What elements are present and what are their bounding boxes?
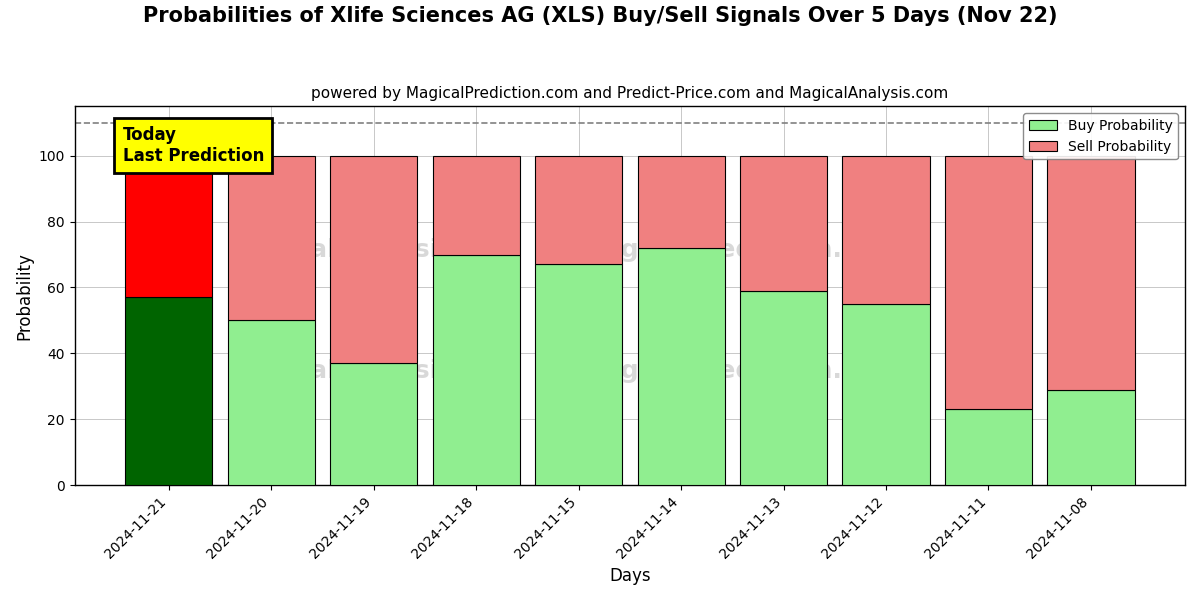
Bar	[330, 363, 418, 485]
Bar	[432, 156, 520, 254]
Bar	[125, 156, 212, 298]
Bar	[1048, 156, 1134, 389]
Bar	[535, 156, 622, 265]
Bar	[842, 304, 930, 485]
Text: Today
Last Prediction: Today Last Prediction	[122, 126, 264, 165]
Bar	[637, 156, 725, 248]
X-axis label: Days: Days	[610, 567, 650, 585]
Text: Probabilities of Xlife Sciences AG (XLS) Buy/Sell Signals Over 5 Days (Nov 22): Probabilities of Xlife Sciences AG (XLS)…	[143, 6, 1057, 26]
Bar	[740, 156, 827, 291]
Bar	[1048, 389, 1134, 485]
Bar	[125, 298, 212, 485]
Text: MagicalPrediction.com: MagicalPrediction.com	[581, 359, 901, 383]
Bar	[944, 156, 1032, 409]
Bar	[637, 248, 725, 485]
Text: MagicalAnalysis.com: MagicalAnalysis.com	[228, 238, 521, 262]
Text: MagicalPrediction.com: MagicalPrediction.com	[581, 238, 901, 262]
Bar	[535, 265, 622, 485]
Bar	[842, 156, 930, 304]
Title: powered by MagicalPrediction.com and Predict-Price.com and MagicalAnalysis.com: powered by MagicalPrediction.com and Pre…	[311, 86, 948, 101]
Legend: Buy Probability, Sell Probability: Buy Probability, Sell Probability	[1024, 113, 1178, 160]
Bar	[330, 156, 418, 363]
Bar	[432, 254, 520, 485]
Bar	[228, 156, 314, 320]
Bar	[228, 320, 314, 485]
Bar	[740, 291, 827, 485]
Bar	[944, 409, 1032, 485]
Y-axis label: Probability: Probability	[16, 252, 34, 340]
Text: MagicalAnalysis.com: MagicalAnalysis.com	[228, 359, 521, 383]
